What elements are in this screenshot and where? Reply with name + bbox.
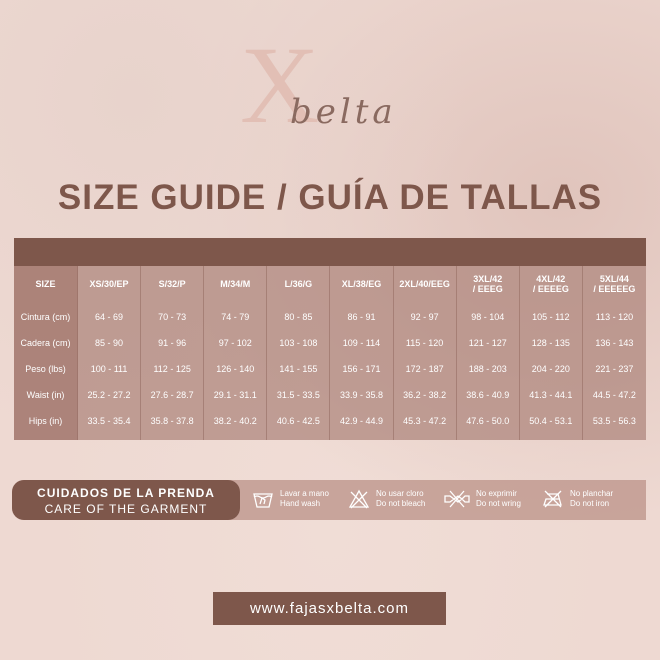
table-cell: 112 - 125 <box>153 364 191 374</box>
column-header: XL/38/EG <box>341 279 382 290</box>
logo-mark: X <box>240 24 320 146</box>
table-cell: 47.6 - 50.0 <box>466 416 510 426</box>
table-cell: 136 - 143 <box>595 338 634 348</box>
column-header: 2XL/40/EEG <box>399 279 450 290</box>
table-cell: 105 - 112 <box>532 312 570 322</box>
row-label: Peso (lbs) <box>25 364 66 374</box>
column-header: SIZE <box>35 279 56 290</box>
size-column: 3XL/42 / EEEG 98 - 104 121 - 127 188 - 203 3… <box>457 266 520 440</box>
care-es: No usar cloro <box>376 489 424 499</box>
table-cell: 44.5 - 47.2 <box>592 390 636 400</box>
care-en: Do not iron <box>570 499 610 508</box>
table-cell: 98 - 104 <box>471 312 505 322</box>
table-cell: 85 - 90 <box>95 338 124 348</box>
table-cell: 38.6 - 40.9 <box>466 390 510 400</box>
table-cell: 29.1 - 31.1 <box>213 390 257 400</box>
no-bleach-icon <box>348 489 370 509</box>
care-en: Hand wash <box>280 499 321 508</box>
page-title: SIZE GUIDE / GUÍA DE TALLAS <box>57 178 603 217</box>
column-header: S/32/P <box>158 279 186 290</box>
care-es: No exprimir <box>476 489 517 499</box>
size-column: XL/38/EG 86 - 91 109 - 114 156 - 171 33.9 - … <box>330 266 394 440</box>
table-cell: 188 - 203 <box>468 364 507 374</box>
row-label: Cintura (cm) <box>20 312 71 322</box>
table-cell: 204 - 220 <box>531 364 570 374</box>
table-cell: 97 - 102 <box>218 338 252 348</box>
size-column: S/32/P 70 - 73 91 - 96 112 - 125 27.6 - 28.7… <box>141 266 205 440</box>
no-iron-icon <box>543 490 562 508</box>
table-cell: 31.5 - 33.5 <box>276 390 320 400</box>
size-column: L/36/G 80 - 85 103 - 108 141 - 155 31.5 - 33… <box>267 266 331 440</box>
row-label: Waist (in) <box>26 390 65 400</box>
size-table: SIZE Cintura (cm) Cadera (cm) Peso (lbs) Wai… <box>14 238 646 440</box>
table-cell: 100 - 111 <box>90 364 128 374</box>
label-column: SIZE Cintura (cm) Cadera (cm) Peso (lbs) Wai… <box>14 266 78 440</box>
table-cell: 70 - 73 <box>158 312 187 322</box>
row-label: Cadera (cm) <box>20 338 71 348</box>
care-es: No planchar <box>570 489 614 499</box>
hand-wash-icon <box>253 493 273 508</box>
table-cell: 91 - 96 <box>158 338 187 348</box>
table-cell: 103 - 108 <box>279 338 318 348</box>
table-cell: 172 - 187 <box>405 364 444 374</box>
website-link[interactable]: www.fajasxbelta.com <box>213 592 446 625</box>
table-cell: 42.9 - 44.9 <box>339 416 383 426</box>
table-cell: 156 - 171 <box>342 364 381 374</box>
care-item-no-bleach: No usar cloro Do not bleach <box>348 488 425 510</box>
table-cell: 25.2 - 27.2 <box>87 390 131 400</box>
table-cell: 115 - 120 <box>405 338 444 348</box>
table-cell: 38.2 - 40.2 <box>213 416 257 426</box>
no-wring-icon <box>444 490 470 508</box>
table-cell: 86 - 91 <box>347 312 376 322</box>
care-es: Lavar a mano <box>280 489 329 499</box>
table-cell: 50.4 - 53.1 <box>529 416 573 426</box>
table-cell: 53.5 - 56.3 <box>592 416 636 426</box>
table-cell: 221 - 237 <box>595 364 634 374</box>
table-header-bar <box>14 238 646 266</box>
table-cell: 74 - 79 <box>221 312 250 322</box>
table-cell: 36.2 - 38.2 <box>403 390 447 400</box>
table-cell: 33.9 - 35.8 <box>339 390 383 400</box>
care-en: Do not bleach <box>376 499 426 508</box>
column-header: 3XL/42 / EEEG <box>472 274 503 294</box>
column-header: XS/30/EP <box>89 279 129 290</box>
brand-logo: X belta <box>240 30 440 140</box>
table-cell: 126 - 140 <box>216 364 255 374</box>
row-label: Hips (in) <box>28 416 63 426</box>
table-cell: 35.8 - 37.8 <box>150 416 194 426</box>
table-cell: 92 - 97 <box>410 312 439 322</box>
size-column: 2XL/40/EEG 92 - 97 115 - 120 172 - 187 36.2 … <box>394 266 457 440</box>
table-cell: 45.3 - 47.2 <box>403 416 447 426</box>
care-title-en: CARE OF THE GARMENT <box>44 502 208 516</box>
table-cell: 80 - 85 <box>284 312 313 322</box>
table-cell: 40.6 - 42.5 <box>276 416 320 426</box>
size-column: 4XL/42 / EEEEG 105 - 112 128 - 135 204 - 22… <box>520 266 583 440</box>
care-bar: CUIDADOS DE LA PRENDA CARE OF THE GARMEN… <box>12 480 646 520</box>
table-cell: 41.3 - 44.1 <box>529 390 573 400</box>
logo-word: belta <box>290 92 397 132</box>
size-column: 5XL/44 / EEEEEG 113 - 120 136 - 143 221 - 2… <box>583 266 646 440</box>
care-item-no-wring: No exprimir Do not wring <box>444 488 521 510</box>
table-cell: 109 - 114 <box>342 338 381 348</box>
size-column: M/34/M 74 - 79 97 - 102 126 - 140 29.1 - 31.… <box>204 266 268 440</box>
column-header: 5XL/44 / EEEEEG <box>593 274 636 294</box>
table-cell: 121 - 127 <box>468 338 507 348</box>
column-header: 4XL/42 / EEEEG <box>532 274 569 294</box>
table-cell: 113 - 120 <box>595 312 634 322</box>
care-item-no-iron: No planchar Do not iron <box>542 488 613 510</box>
size-column: XS/30/EP 64 - 69 85 - 90 100 - 111 25.2 - 27… <box>78 266 142 440</box>
table-cell: 33.5 - 35.4 <box>87 416 131 426</box>
care-title: CUIDADOS DE LA PRENDA CARE OF THE GARMEN… <box>12 480 240 520</box>
care-en: Do not wring <box>476 499 521 508</box>
column-header: L/36/G <box>284 279 313 290</box>
table-cell: 128 - 135 <box>531 338 570 348</box>
table-cell: 27.6 - 28.7 <box>150 390 194 400</box>
table-cell: 64 - 69 <box>95 312 124 322</box>
column-header: M/34/M <box>220 279 251 290</box>
care-title-es: CUIDADOS DE LA PRENDA <box>37 486 215 500</box>
care-item-hand-wash: Lavar a mano Hand wash <box>252 488 329 510</box>
size-grid: SIZE Cintura (cm) Cadera (cm) Peso (lbs) Wai… <box>14 266 646 440</box>
table-cell: 141 - 155 <box>279 364 318 374</box>
